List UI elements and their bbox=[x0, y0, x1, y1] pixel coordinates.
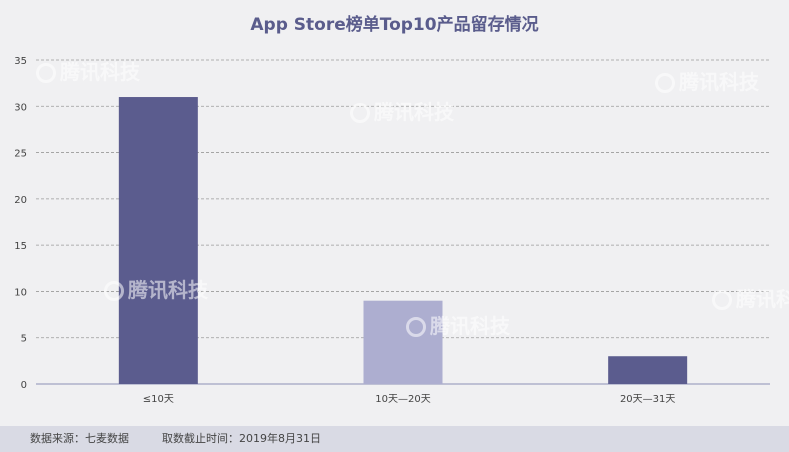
y-tick-label: 35 bbox=[14, 56, 27, 67]
watermark: 腾讯科技 bbox=[36, 56, 140, 85]
x-tick-label: 20天—31天 bbox=[620, 394, 675, 405]
bar-chart: 0 5 10 15 20 25 30 35 ≤10天 10天—20天 20天—31天 bbox=[14, 56, 770, 405]
y-tick-label: 20 bbox=[14, 195, 27, 206]
y-tick-label: 5 bbox=[21, 334, 27, 345]
watermark-text: 腾讯科技 bbox=[430, 314, 510, 338]
watermark: 腾讯科技 bbox=[712, 283, 789, 312]
watermark-logo-icon bbox=[104, 281, 124, 301]
watermark-text: 腾讯科技 bbox=[128, 278, 208, 302]
footer-date: 取数截止时间：2019年8月31日 bbox=[162, 432, 321, 445]
watermark-text: 腾讯科技 bbox=[679, 70, 759, 94]
watermark-logo-icon bbox=[406, 317, 426, 337]
y-tick-label: 15 bbox=[14, 241, 27, 252]
watermark-text: 腾讯科技 bbox=[736, 287, 789, 311]
watermark-logo-icon bbox=[655, 73, 675, 93]
watermark-logo-icon bbox=[712, 290, 732, 310]
watermark: 腾讯科技 bbox=[406, 310, 510, 339]
watermark-logo-icon bbox=[350, 103, 370, 123]
y-tick-label: 25 bbox=[14, 149, 27, 160]
footer: 数据来源：七麦数据 取数截止时间：2019年8月31日 bbox=[0, 426, 789, 452]
x-tick-label: 10天—20天 bbox=[375, 394, 430, 405]
y-tick-label: 10 bbox=[14, 287, 27, 298]
y-tick-label: 30 bbox=[14, 102, 27, 113]
watermark: 腾讯科技 bbox=[655, 66, 759, 95]
footer-source: 数据来源：七麦数据 bbox=[30, 432, 129, 445]
watermark: 腾讯科技 bbox=[350, 96, 454, 125]
bar bbox=[118, 97, 198, 385]
y-tick-label: 0 bbox=[21, 380, 27, 391]
bar bbox=[363, 300, 443, 384]
bar bbox=[608, 356, 688, 384]
watermark-logo-icon bbox=[36, 63, 56, 83]
watermark: 腾讯科技 bbox=[104, 274, 208, 303]
watermark-text: 腾讯科技 bbox=[60, 60, 140, 84]
chart-title: App Store榜单Top10产品留存情况 bbox=[250, 15, 539, 35]
x-tick-label: ≤10天 bbox=[143, 394, 174, 405]
watermark-text: 腾讯科技 bbox=[374, 100, 454, 124]
